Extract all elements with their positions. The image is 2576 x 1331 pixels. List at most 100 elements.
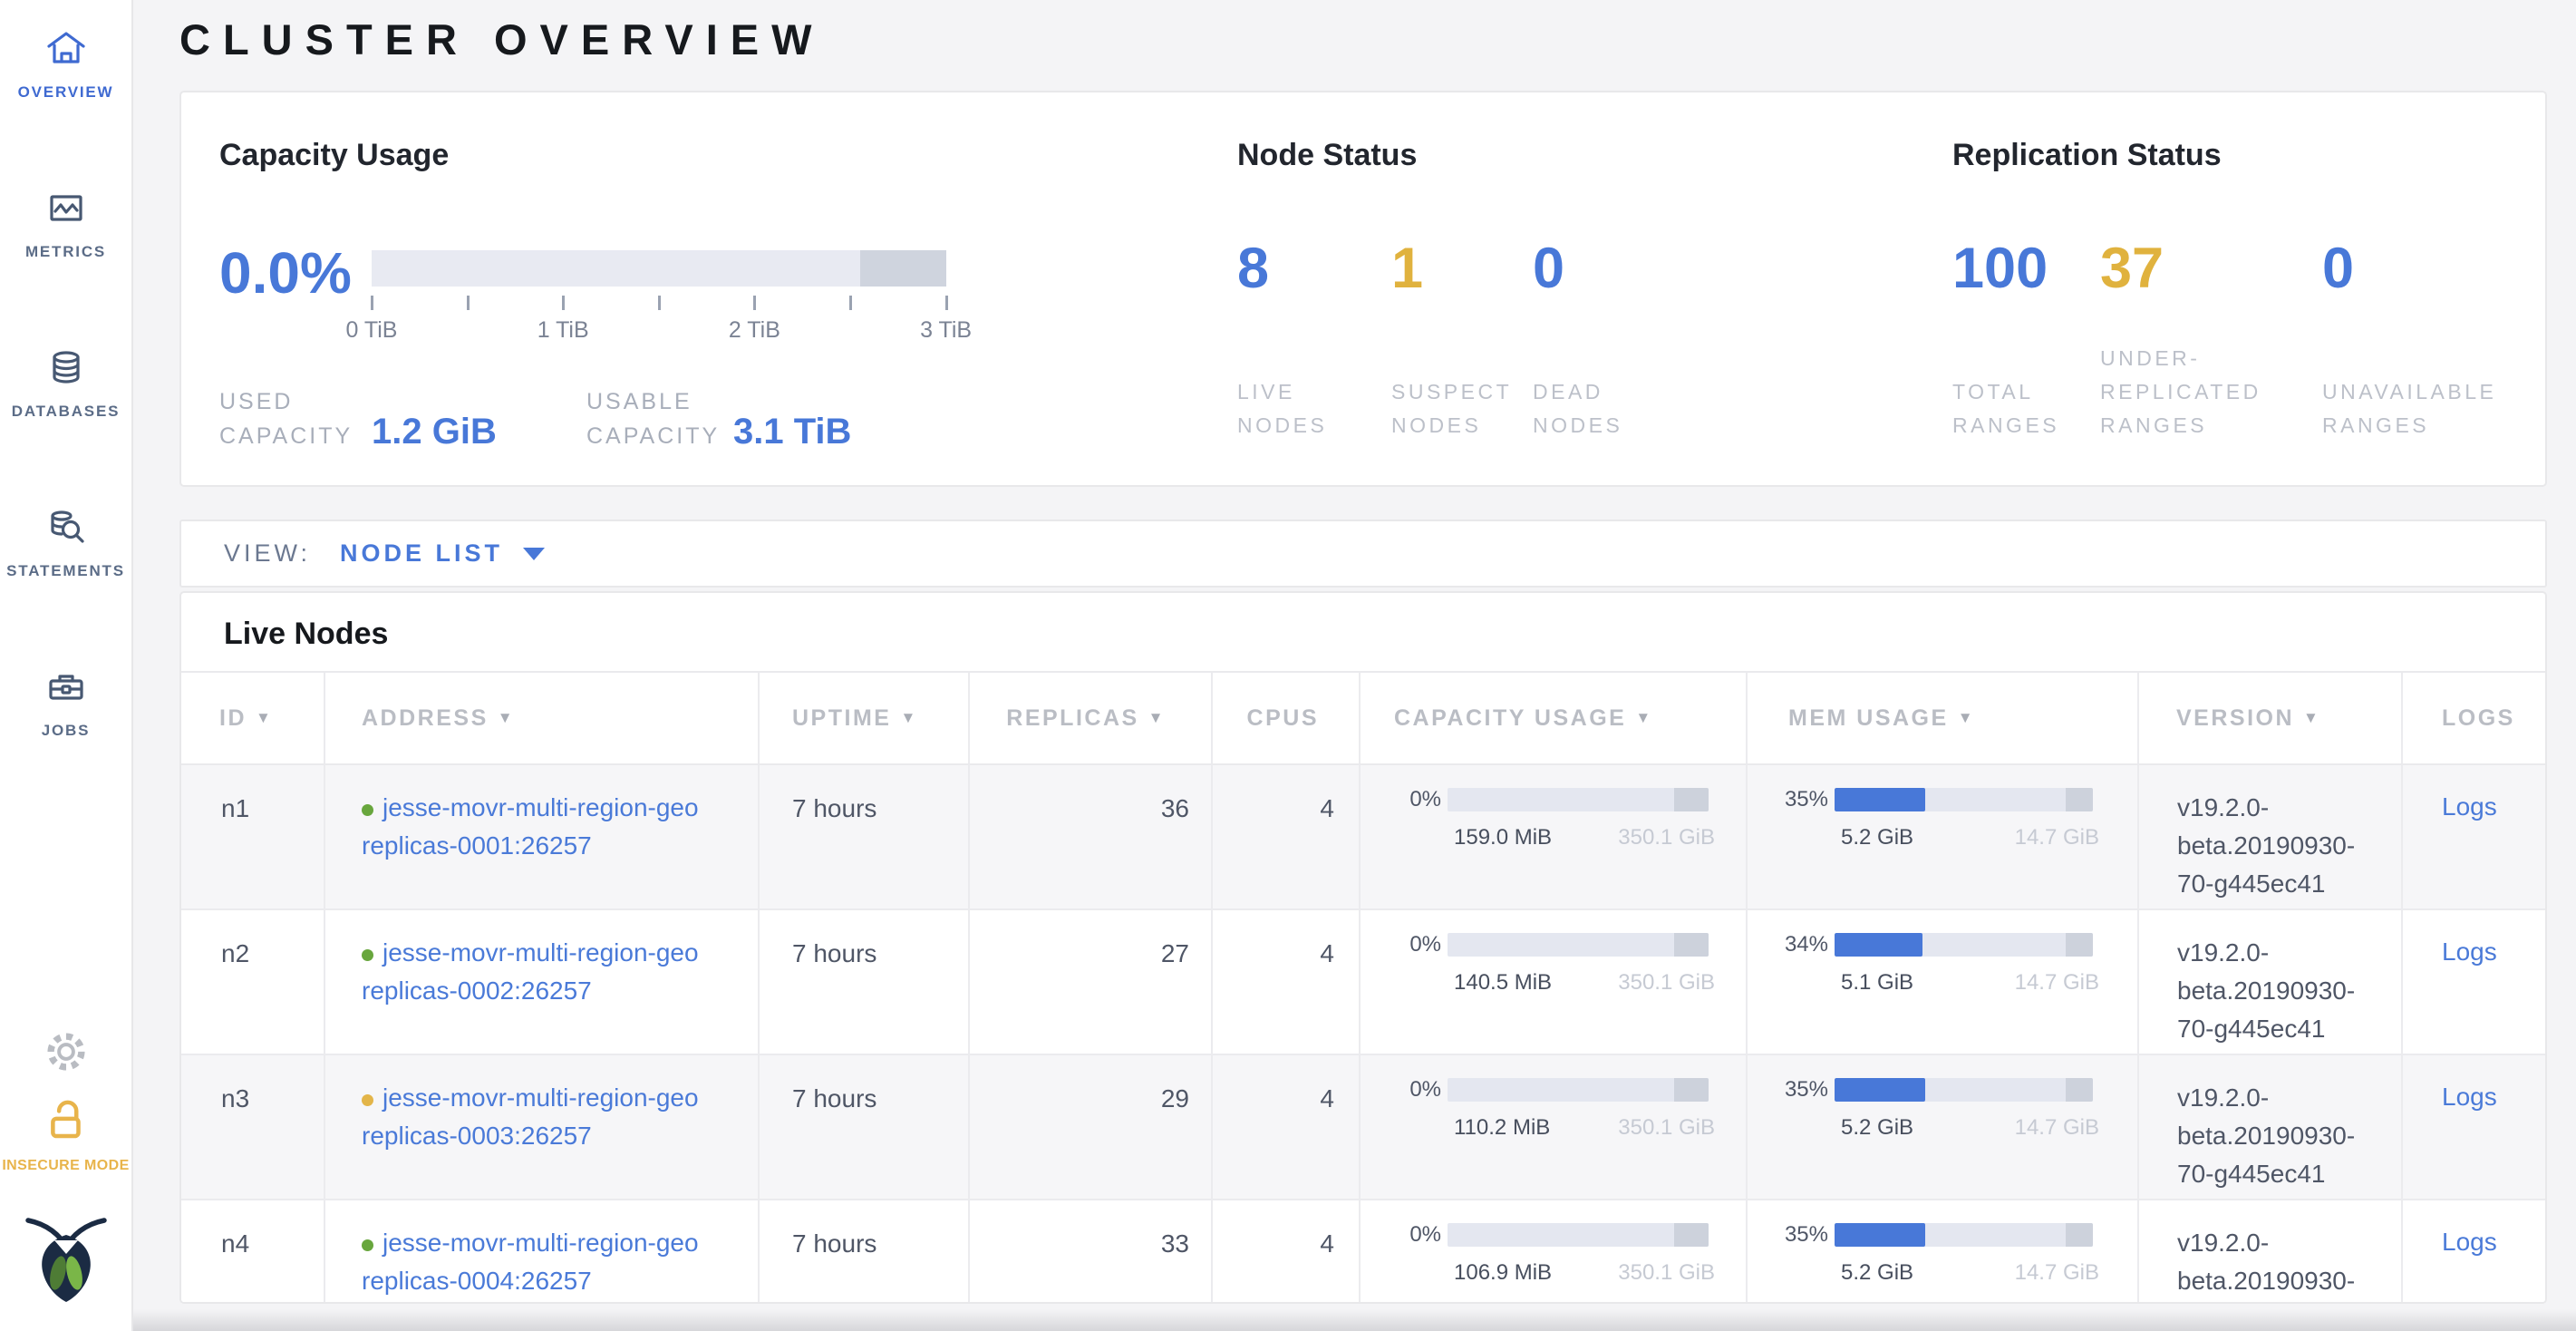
column-header-address[interactable]: ADDRESS ▼ (324, 673, 758, 763)
gauge-tick (753, 296, 757, 310)
replication-status-title: Replication Status (1952, 138, 2222, 172)
capacity-usage-title: Capacity Usage (219, 138, 450, 172)
sidebar-item-metrics[interactable]: METRICS (0, 185, 131, 261)
sidebar-item-jobs[interactable]: JOBS (0, 664, 131, 740)
column-header-memory[interactable]: MEM USAGE ▼ (1746, 673, 2137, 763)
logs-link[interactable]: Logs (2442, 1228, 2497, 1256)
memory-max-value: 14.7 GiB (2014, 970, 2099, 995)
view-label: VIEW: (224, 539, 312, 567)
gauge-tick (371, 296, 373, 310)
gauge-tick-label: 0 TiB (345, 317, 398, 343)
capacity-max-value: 350.1 GiB (1618, 1115, 1715, 1140)
node-address-link[interactable]: jesse-movr-multi-region-geo replicas-0003… (362, 1083, 699, 1150)
summary-card: Capacity Usage 0.0% 0 TiB 1 TiB 2 TiB 3 TiB… (179, 91, 2547, 487)
insecure-mode-indicator[interactable]: INSECURE MODE (0, 1095, 131, 1174)
capacity-percent: 0% (1409, 787, 1441, 811)
logs-cell: Logs (2401, 765, 2545, 908)
stat-label: UNAVAILABLE RANGES (2322, 380, 2497, 437)
column-header-id[interactable]: ID ▼ (219, 704, 274, 731)
memory-percent: 35% (1784, 787, 1828, 811)
sidebar-item-statements[interactable]: STATEMENTS (0, 504, 131, 580)
stat-value: 1 (1391, 237, 1424, 300)
column-header-cpus: CPUS (1211, 673, 1359, 763)
sidebar-item-label: DATABASES (11, 403, 121, 420)
capacity-used-value: 106.9 MiB (1454, 1260, 1553, 1285)
logs-link[interactable]: Logs (2442, 938, 2497, 966)
capacity-gauge-bar (372, 250, 946, 287)
stat-value: 37 (2100, 237, 2164, 300)
column-header-version[interactable]: VERSION ▼ (2137, 673, 2401, 763)
capacity-max-value: 350.1 GiB (1618, 825, 1715, 850)
memory-percent: 34% (1784, 932, 1828, 957)
node-address-link[interactable]: jesse-movr-multi-region-geo replicas-0001… (362, 793, 699, 860)
version-cell: v19.2.0-beta.20190930-70-g445ec41 (2137, 1055, 2401, 1199)
live-nodes-title: Live Nodes (224, 617, 389, 651)
stat-label: UNDER- REPLICATED RANGES (2100, 346, 2261, 437)
node-address-link[interactable]: jesse-movr-multi-region-geo replicas-0002… (362, 938, 699, 1005)
node-address-cell: jesse-movr-multi-region-geo replicas-0003… (324, 1055, 758, 1199)
memory-max-value: 14.7 GiB (2014, 1260, 2099, 1285)
memory-usage-bar (1835, 1223, 2093, 1247)
column-header-capacity[interactable]: CAPACITY USAGE ▼ (1359, 673, 1746, 763)
replicas-cell: 29 (968, 1055, 1211, 1199)
usable-capacity-block: USABLE CAPACITY 3.1 TiB (586, 384, 851, 453)
sort-descending-icon: ▼ (497, 709, 516, 726)
capacity-usage-section: Capacity Usage 0.0% 0 TiB 1 TiB 2 TiB 3 TiB… (219, 92, 1198, 485)
memory-usage-bar (1835, 933, 2093, 957)
capacity-percent-value: 0.0% (219, 240, 352, 306)
capacity-usage-cell: 0% 110.2 MiB 350.1 GiB (1359, 1055, 1746, 1199)
uptime-cell: 7 hours (758, 765, 968, 908)
capacity-percent: 0% (1409, 1077, 1441, 1102)
capacity-percent: 0% (1409, 1222, 1441, 1247)
sidebar: OVERVIEW METRICS DATABASES STATEMENTS JOBS IN… (0, 0, 133, 1331)
home-icon (44, 25, 88, 73)
logs-link[interactable]: Logs (2442, 792, 2497, 821)
gauge-tick (562, 296, 566, 310)
memory-max-value: 14.7 GiB (2014, 825, 2099, 850)
capacity-used-value: 159.0 MiB (1454, 825, 1553, 850)
gauge-tick (466, 296, 470, 310)
capacity-usage-bar (1448, 788, 1709, 811)
node-address-link[interactable]: jesse-movr-multi-region-geo replicas-0004… (362, 1229, 699, 1295)
logs-link[interactable]: Logs (2442, 1083, 2497, 1111)
capacity-usage-bar (1448, 1078, 1709, 1102)
live-nodes-card: Live Nodes ID ▼ ADDRESS ▼ UPTIME ▼ REPLICAS… (179, 591, 2547, 1304)
settings-button[interactable] (0, 1027, 131, 1081)
cockroachdb-logo[interactable] (0, 1211, 131, 1302)
database-icon (44, 345, 88, 392)
usable-capacity-label-line2: CAPACITY (586, 423, 721, 449)
node-status-title: Node Status (1237, 138, 1418, 172)
page-title: CLUSTER OVERVIEW (179, 15, 825, 63)
version-cell: v19.2.0-beta.20190930-70-g445ec41 (2137, 910, 2401, 1054)
stat-value: 8 (1237, 237, 1270, 300)
node-address-cell: jesse-movr-multi-region-geo replicas-0002… (324, 910, 758, 1054)
memory-percent: 35% (1784, 1222, 1828, 1247)
sort-descending-icon: ▼ (2303, 709, 2321, 726)
stat-label: SUSPECT NODES (1391, 380, 1513, 437)
gauge-tick-label: 2 TiB (728, 317, 780, 343)
gauge-tick (944, 296, 948, 310)
sidebar-item-databases[interactable]: DATABASES (0, 345, 131, 421)
statements-icon (44, 504, 88, 551)
used-capacity-label-line2: CAPACITY (219, 423, 353, 449)
table-row: n2 jesse-movr-multi-region-geo replicas-00… (181, 910, 2545, 1055)
used-capacity-value: 1.2 GiB (372, 412, 497, 452)
sidebar-item-label: OVERVIEW (17, 83, 114, 101)
column-header-uptime[interactable]: UPTIME ▼ (758, 673, 968, 763)
capacity-max-value: 350.1 GiB (1618, 970, 1715, 995)
sort-descending-icon: ▼ (1957, 709, 1976, 726)
capacity-used-value: 110.2 MiB (1454, 1115, 1551, 1140)
view-dropdown[interactable]: NODE LIST (340, 539, 504, 567)
column-header-replicas[interactable]: REPLICAS ▼ (968, 673, 1211, 763)
usable-capacity-label-line1: USABLE (586, 389, 692, 414)
memory-usage-bar (1835, 788, 2093, 811)
replication-status-section: Replication Status 100 TOTAL RANGES 37 UNDER… (1952, 92, 2547, 485)
stat-value: 100 (1952, 237, 2048, 300)
cpus-cell: 4 (1211, 765, 1359, 908)
cpus-cell: 4 (1211, 1200, 1359, 1302)
chevron-down-icon[interactable] (523, 547, 546, 560)
uptime-cell: 7 hours (758, 910, 968, 1054)
sidebar-item-overview[interactable]: OVERVIEW (0, 25, 131, 102)
unlock-icon (42, 1095, 91, 1149)
